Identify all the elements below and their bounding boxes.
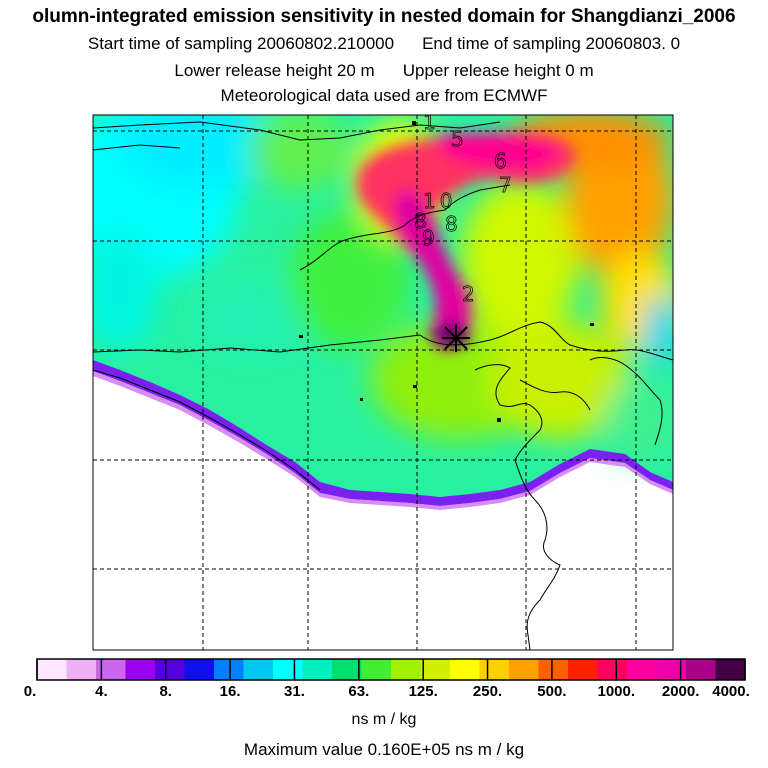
colorbar-tick-label: 0.	[23, 683, 37, 700]
colorbar-frame	[36, 658, 746, 681]
small-islands	[299, 121, 594, 422]
colorbar-swatch	[302, 659, 333, 680]
colorbar-tick-label: 16.	[219, 683, 241, 700]
colorbar-swatch	[538, 659, 569, 680]
colorbar-tick-label: 63.	[348, 683, 370, 700]
colorbar-tick-label: 4.	[95, 683, 108, 700]
colorbar-swatch	[509, 659, 539, 680]
maximum-value: Maximum value 0.160E+05 ns m / kg	[243, 740, 525, 759]
plume-number: 5	[451, 127, 464, 151]
plume-numbers: 1 5 6 7 10 8 8 9 2	[414, 110, 512, 306]
colorbar-swatch	[686, 659, 716, 680]
colorbar-swatch	[597, 659, 628, 680]
colorbar-swatch	[243, 659, 274, 680]
colorbar-tick-label: 1000.	[597, 683, 636, 700]
colorbar-tick-label: 125.	[408, 683, 438, 700]
field-layer: 1 5 6 7 10 8 8 9 2	[93, 110, 673, 650]
colorbar-swatch	[391, 659, 421, 680]
release-site-marker	[442, 324, 470, 352]
colorbar-swatch	[37, 659, 67, 680]
plume-number: 2	[462, 282, 475, 306]
release-heights: Lower release height 20 m Upper release h…	[0, 61, 768, 81]
colorbar-tick-labels: 0. 4. 8. 16. 31. 63. 125. 250. 500. 1000. 2000. 400…	[0, 683, 768, 703]
colorbar-swatch	[332, 659, 362, 680]
colorbar-swatch	[361, 659, 392, 680]
colorbar-tick-label: 8.	[159, 683, 172, 700]
colorbar-swatch	[155, 659, 185, 680]
colorbar-swatch	[568, 659, 598, 680]
met-data-source: Meteorological data used are from ECMWF	[220, 86, 548, 105]
plume-number: 8	[414, 209, 427, 233]
colorbar-unit: ns m / kg	[351, 711, 417, 728]
colorbar-tick-label: 500.	[537, 683, 567, 700]
colorbar-swatch	[656, 659, 687, 680]
upper-release-height: Upper release height 0 m	[402, 61, 594, 80]
sampling-times: Start time of sampling 20060802.210000 En…	[0, 34, 768, 54]
graticule	[93, 115, 673, 650]
plume-number: 10	[423, 189, 456, 213]
colorbar-swatch	[420, 659, 451, 680]
colorbar-swatch	[627, 659, 657, 680]
colorbar-swatch	[273, 659, 303, 680]
colorbar-swatch	[184, 659, 215, 680]
plume-number: 1	[423, 110, 436, 134]
colorbar-tick-label: 31.	[284, 683, 305, 700]
plume	[357, 132, 576, 351]
colorbar-swatch	[66, 659, 97, 680]
lower-release-height: Lower release height 20 m	[174, 61, 375, 80]
colorbar-tick-label: 4000.	[712, 683, 750, 700]
colorbar-swatch	[214, 659, 244, 680]
colorbar-swatch	[125, 659, 156, 680]
map-title: olumn-integrated emission sensitivity in…	[32, 6, 736, 27]
colorbar-swatch	[96, 659, 126, 680]
plume-number: 7	[499, 173, 512, 197]
colorbar-tick-label: 2000.	[661, 683, 700, 700]
start-time: Start time of sampling 20060802.210000	[87, 34, 395, 53]
colorbar-swatch	[479, 659, 510, 680]
plume-number: 8	[445, 212, 458, 236]
plume-number: 9	[422, 226, 435, 250]
map-frame	[92, 114, 674, 651]
plume-number: 6	[494, 149, 507, 173]
colorbar-swatch	[450, 659, 480, 680]
colorbar-swatch	[715, 659, 746, 680]
colorbar-tick-label: 250.	[472, 683, 503, 700]
end-time: End time of sampling 20060803. 0	[422, 34, 681, 53]
